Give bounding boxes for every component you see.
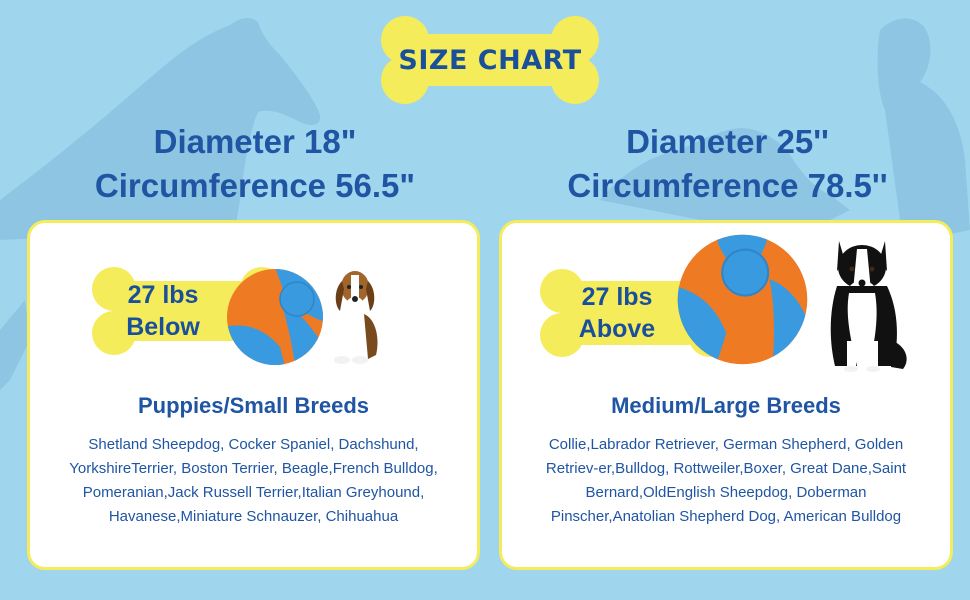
large-ball-icon [677,234,808,365]
diameter-label: Diameter 25'' [626,123,829,160]
breed-list: Collie,Labrador Retriever, German Shephe… [545,436,907,525]
breed-list: Shetland Sheepdog, Cocker Spaniel, Dachs… [69,436,438,525]
small-breeds-card: 27 lbs Below Puppies/Small Breeds Shetla… [27,220,480,570]
size-chart-banner: SIZE CHART [375,12,605,108]
border-collie-dog-icon [830,241,907,372]
circumference-label: Circumference 78.5'' [567,167,888,204]
page-title: SIZE CHART [398,44,582,76]
weight-value: 27 lbs [581,283,653,311]
large-breeds-card: 27 lbs Above Medium/Large Breeds Coll [499,220,953,570]
diameter-label: Diameter 18" [153,123,357,160]
weight-qualifier: Above [578,315,656,343]
weight-qualifier: Below [126,313,200,341]
beagle-dog-icon [334,271,378,364]
large-ball-size: Diameter 25'' Circumference 78.5'' [500,120,955,208]
circumference-label: Circumference 56.5" [94,167,416,204]
breed-category-title: Puppies/Small Breeds [137,393,370,418]
breed-category-title: Medium/Large Breeds [611,393,841,418]
small-ball-size: Diameter 18" Circumference 56.5" [30,120,480,208]
bone-icon [381,16,599,104]
small-ball-icon [227,269,323,365]
weight-value: 27 lbs [127,281,199,309]
